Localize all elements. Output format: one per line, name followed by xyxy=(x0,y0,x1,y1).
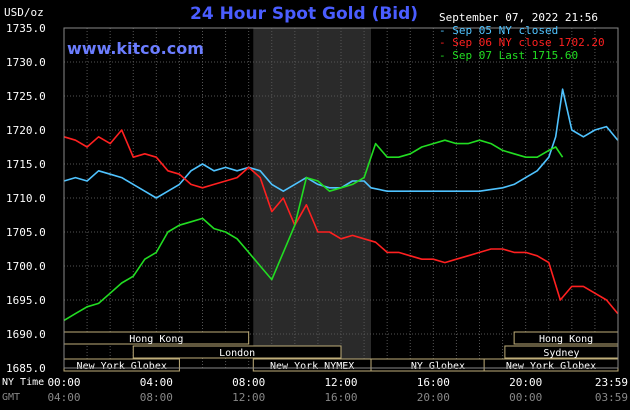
chart-title: 24 Hour Spot Gold (Bid) xyxy=(190,4,419,24)
series-line-0 xyxy=(63,88,619,199)
x-tick-ny: 23:59 xyxy=(595,376,628,389)
market-label: London xyxy=(219,348,255,359)
chart-grid xyxy=(64,27,618,369)
y-tick-label: 1725.0 xyxy=(6,90,46,103)
legend-entry-sep06: - Sep 06 NY close 1702.20 xyxy=(439,36,605,49)
x-tick-gmt: 00:00 xyxy=(509,391,542,404)
market-label: New York Globex xyxy=(77,361,167,372)
x-tick-gmt: 08:00 xyxy=(140,391,173,404)
y-tick-label: 1685.0 xyxy=(6,362,46,375)
market-label: Hong Kong xyxy=(129,334,183,345)
y-tick-label: 1730.0 xyxy=(6,56,46,69)
gmt-time-label: GMT xyxy=(2,392,21,403)
nymex-session-shade xyxy=(253,28,372,368)
y-tick-label: 1710.0 xyxy=(6,192,46,205)
site-watermark: www.kitco.com xyxy=(67,39,204,58)
plot-frame xyxy=(63,27,619,369)
y-tick-label: 1715.0 xyxy=(6,158,46,171)
y-tick-label: 1720.0 xyxy=(6,124,46,137)
market-label: New York Globex xyxy=(506,361,596,372)
market-label: New York NYMEX xyxy=(270,361,354,372)
price-series xyxy=(63,88,619,322)
legend-entry-sep07: - Sep 07 Last 1715.60 xyxy=(439,48,579,62)
x-tick-gmt: 03:59 xyxy=(595,391,628,404)
y-axis-ticks: 1735.0 1730.0 1725.0 1720.0 1715.0 1710.0 1705… xyxy=(6,22,46,375)
y-tick-label: 1695.0 xyxy=(6,294,46,307)
y-tick-label: 1690.0 xyxy=(6,328,46,341)
market-session-bars: Hong Kong London New York Globex New York N… xyxy=(63,331,619,372)
x-axis-ticks: 00:00 04:00 08:00 12:00 16:00 20:00 23:59 04:00… xyxy=(47,376,628,404)
x-tick-ny: 08:00 xyxy=(232,376,265,389)
x-tick-ny: 00:00 xyxy=(47,376,80,389)
shaded-region xyxy=(253,28,372,368)
market-label: Hong Kong xyxy=(539,334,593,345)
series-line-1 xyxy=(63,129,619,315)
x-tick-gmt: 12:00 xyxy=(232,391,265,404)
series-line-2 xyxy=(63,139,564,322)
x-tick-ny: 04:00 xyxy=(140,376,173,389)
legend-entry-sep05: - Sep 05 NY closed xyxy=(439,23,559,37)
market-label: NY Globex xyxy=(411,361,465,372)
x-tick-ny: 20:00 xyxy=(509,376,542,389)
y-tick-label: 1735.0 xyxy=(6,22,46,35)
ny-time-label: NY Time xyxy=(2,377,45,388)
x-tick-ny: 12:00 xyxy=(324,376,357,389)
x-tick-gmt: 16:00 xyxy=(324,391,357,404)
x-tick-gmt: 20:00 xyxy=(417,391,450,404)
legend: September 07, 2022 21:56- Sep 05 NY clos… xyxy=(439,11,605,62)
x-tick-ny: 16:00 xyxy=(417,376,450,389)
y-tick-label: 1700.0 xyxy=(6,260,46,273)
x-tick-gmt: 04:00 xyxy=(47,391,80,404)
legend-datetime: September 07, 2022 21:56 xyxy=(439,11,598,24)
market-label: Sydney xyxy=(543,348,579,359)
market-bar xyxy=(132,345,342,359)
unit-label: USD/oz xyxy=(4,6,44,19)
y-tick-label: 1705.0 xyxy=(6,226,46,239)
